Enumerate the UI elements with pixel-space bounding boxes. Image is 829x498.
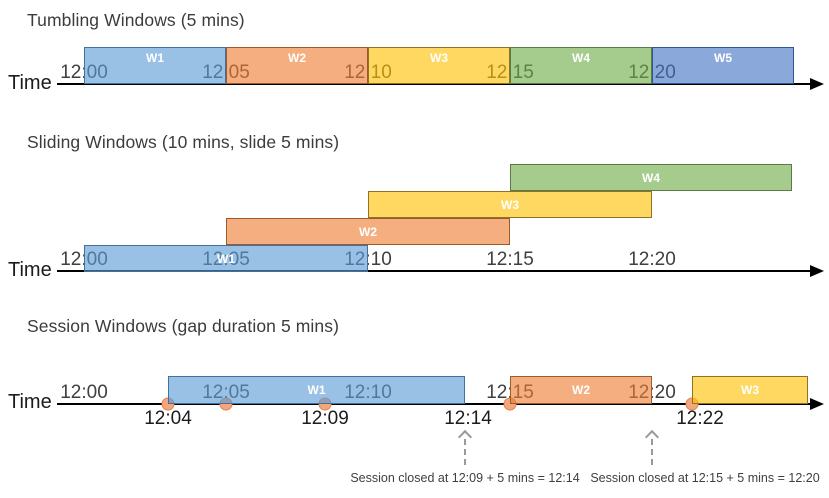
session-time-axis — [57, 403, 812, 405]
session-window-w2: W2 — [510, 376, 652, 404]
session-window-w3: W3 — [692, 376, 808, 404]
window-label: W4 — [642, 170, 660, 185]
sliding-time-axis-label: Time — [8, 259, 52, 281]
window-label: W2 — [572, 383, 590, 397]
window-label: W1 — [146, 51, 164, 65]
sliding-time-axis — [57, 270, 812, 272]
window-label: W4 — [572, 51, 590, 65]
tumbling-axis-arrowhead-icon — [810, 78, 824, 90]
session-window-w1: W1 — [168, 376, 465, 404]
tumbling-window-w3: W3 — [368, 47, 510, 84]
sliding-tick: 12:15 — [486, 249, 534, 270]
tumbling-window-w5: W5 — [652, 47, 794, 84]
sliding-window-w2: W2 — [226, 218, 510, 245]
sliding-tick: 12:20 — [628, 249, 676, 270]
tumbling-window-w2: W2 — [226, 47, 368, 84]
arrow-shaft — [651, 439, 653, 465]
session-closed-annotation-2: Session closed at 12:15 + 5 mins = 12:20 — [590, 471, 820, 485]
window-label: W3 — [741, 383, 759, 397]
window-label: W1 — [307, 383, 326, 397]
window-label: W5 — [714, 51, 732, 65]
sliding-window-w3: W3 — [368, 191, 652, 218]
session-closed-arrow-icon — [457, 429, 473, 465]
session-event-time: 12:09 — [301, 408, 349, 429]
sliding-section-title: Sliding Windows (10 mins, slide 5 mins) — [27, 132, 340, 152]
session-closed-annotation-1: Session closed at 12:09 + 5 mins = 12:14 — [350, 471, 580, 485]
tumbling-window-w4: W4 — [510, 47, 652, 84]
arrow-head — [644, 429, 660, 445]
tumbling-time-axis-label: Time — [8, 72, 52, 94]
session-axis-arrowhead-icon — [810, 398, 824, 410]
window-label: W3 — [501, 197, 519, 212]
session-event-time: 12:22 — [676, 408, 724, 429]
window-label: W2 — [288, 51, 306, 65]
session-close-time: 12:14 — [444, 408, 492, 429]
window-label: W1 — [217, 251, 235, 266]
session-closed-arrow-icon — [644, 429, 660, 465]
sliding-window-w1: W1 — [84, 245, 368, 272]
session-tick: 12:00 — [60, 382, 108, 403]
sliding-axis-arrowhead-icon — [810, 265, 824, 277]
window-label: W3 — [430, 51, 448, 65]
tumbling-time-axis — [57, 83, 812, 85]
tumbling-window-w1: W1 — [84, 47, 226, 84]
session-event-time: 12:04 — [144, 408, 192, 429]
sliding-window-w4: W4 — [510, 164, 792, 191]
session-time-axis-label: Time — [8, 391, 52, 413]
arrow-shaft — [464, 439, 466, 465]
tumbling-section-title: Tumbling Windows (5 mins) — [27, 10, 245, 30]
arrow-head — [457, 429, 473, 445]
window-label: W2 — [359, 224, 377, 239]
session-section-title: Session Windows (gap duration 5 mins) — [27, 316, 340, 336]
